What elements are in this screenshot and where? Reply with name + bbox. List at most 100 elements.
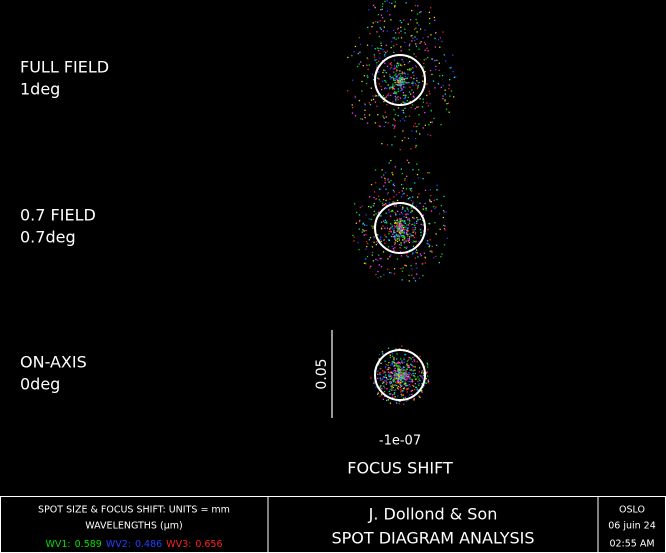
spot-dot [423, 41, 426, 44]
spot-dot [443, 228, 446, 230]
spot-dot [410, 265, 412, 267]
spot-dot [402, 72, 404, 74]
spot-dot [400, 64, 402, 66]
spot-dot [405, 385, 407, 387]
spot-dot [379, 27, 381, 29]
spot-dot [442, 210, 445, 212]
spot-dot [426, 362, 428, 364]
spot-dot [409, 189, 412, 191]
spot-dot [417, 5, 419, 7]
spot-dot [384, 55, 386, 58]
spot-dot [385, 221, 387, 223]
spot-dot [425, 233, 427, 235]
spot-dot [393, 85, 396, 87]
spot-dot [398, 362, 400, 365]
spot-dot [416, 125, 418, 128]
spot-dot [395, 99, 397, 101]
spot-dot [382, 116, 385, 119]
spot-dot [377, 270, 379, 273]
spot-dot [397, 388, 399, 390]
spot-dot [421, 370, 423, 372]
spot-dot [415, 18, 417, 21]
spot-dot [418, 395, 420, 397]
spot-dot [397, 379, 399, 381]
field-angle: 0.7deg [20, 228, 76, 247]
spot-dot [430, 201, 432, 203]
spot-dot [422, 214, 424, 216]
spot-dot [404, 378, 406, 381]
spot-dot [389, 198, 391, 200]
spot-dot [358, 99, 361, 102]
spot-dot [415, 55, 417, 58]
spot-dot [392, 379, 394, 381]
spot-dot [375, 182, 377, 184]
spot-dot [377, 50, 380, 52]
spot-dot [364, 116, 366, 119]
spot-dot [400, 391, 402, 393]
spot-dot [417, 218, 419, 221]
spot-dot [414, 241, 416, 243]
spot-dot [396, 199, 399, 202]
spot-dot [421, 376, 423, 378]
spot-dot [397, 367, 399, 369]
spot-dot [394, 5, 396, 7]
spot-dot [414, 386, 417, 389]
spot-dot [412, 356, 414, 359]
spot-dot [393, 59, 396, 61]
spot-dot [380, 227, 383, 229]
spot-dot [400, 383, 402, 385]
spot-dot [392, 396, 394, 399]
spot-dot [397, 235, 399, 237]
spot-dot [386, 65, 389, 67]
spot-dot [398, 374, 400, 376]
spot-dot [378, 188, 381, 190]
spot-dot [416, 87, 419, 90]
spot-dot [404, 119, 406, 122]
spot-dot [358, 37, 360, 39]
wavelength-value: 0.589 [75, 539, 102, 550]
spot-dot [387, 84, 389, 86]
spot-dot [412, 203, 414, 205]
spot-dot [378, 125, 380, 127]
spot-dot [416, 106, 418, 108]
spot-dot [407, 364, 409, 367]
spot-dot [387, 367, 390, 369]
spot-dot [390, 272, 392, 274]
spot-dot [390, 381, 392, 383]
spot-dot [434, 87, 436, 89]
spot-dot [393, 45, 395, 47]
spot-dot [404, 86, 406, 89]
spot-dot [400, 358, 402, 360]
spot-dot [414, 366, 416, 368]
spot-dot [407, 376, 409, 378]
spot-dot [393, 357, 395, 359]
spot-dot [400, 227, 402, 230]
spot-dot [425, 207, 427, 209]
spot-dot [452, 70, 454, 73]
spot-dot [369, 32, 371, 35]
spot-dot [415, 145, 418, 147]
spot-dot [400, 37, 403, 39]
spot-dot [366, 82, 368, 85]
spot-dot [396, 223, 398, 225]
spot-dot [395, 77, 398, 79]
spot-dot [389, 63, 391, 65]
spot-dot [403, 221, 405, 223]
spot-dot [384, 171, 387, 174]
spot-dot [398, 227, 401, 229]
spot-dot [394, 91, 396, 93]
spot-dot [420, 390, 422, 392]
spot-dot [411, 130, 413, 132]
spot-dot [390, 371, 392, 373]
spot-dot [388, 375, 390, 378]
spot-dot [372, 260, 375, 262]
spot-dot [415, 249, 418, 251]
spot-dot [407, 208, 409, 210]
spot-dot [366, 44, 369, 46]
spot-dot [429, 121, 432, 123]
spot-dot [435, 244, 438, 246]
spot-dot [420, 234, 422, 236]
scale-label: 0.05 [314, 358, 330, 389]
spot-dot [360, 61, 362, 63]
spot-dot [371, 225, 373, 227]
